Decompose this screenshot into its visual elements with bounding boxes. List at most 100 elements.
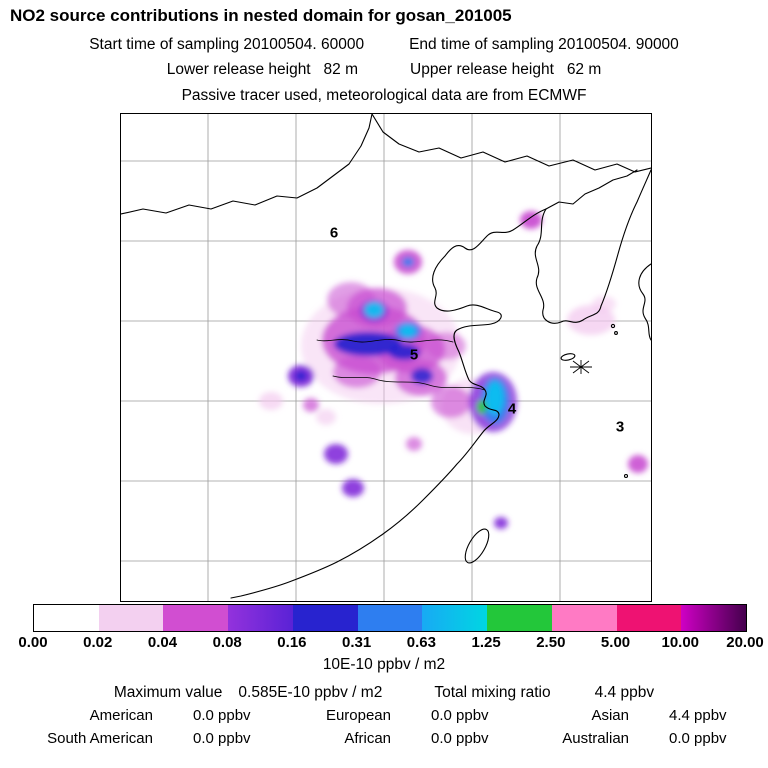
map-region-number: 3 bbox=[615, 418, 625, 436]
colorbar-segment bbox=[681, 605, 747, 631]
region-value: 0.0 ppbv bbox=[193, 707, 251, 724]
plume-blob bbox=[592, 296, 616, 312]
colorbar-segment bbox=[551, 605, 617, 631]
colorbar-units-label: 10E-10 ppbv / m2 bbox=[322, 656, 446, 673]
colorbar-segment bbox=[616, 605, 682, 631]
region-value: 0.0 ppbv bbox=[193, 730, 251, 747]
release-height-line: Lower release height 82 m Upper release … bbox=[0, 61, 768, 79]
plume-blob bbox=[342, 479, 364, 497]
river-yellow bbox=[316, 339, 454, 343]
colorbar-tick-label: 10.00 bbox=[661, 634, 700, 651]
colorbar-tick-label: 20.00 bbox=[726, 634, 764, 651]
plume-blob bbox=[316, 409, 336, 425]
map-panel: 6 5 4 3 bbox=[120, 113, 652, 602]
page-title: NO2 source contributions in nested domai… bbox=[10, 6, 512, 25]
summary-line: Maximum value 0.585E-10 ppbv / m2 Total … bbox=[0, 684, 768, 702]
region-name: South American bbox=[47, 730, 153, 747]
map-region-number: 6 bbox=[329, 224, 339, 242]
plume-blob bbox=[295, 371, 307, 381]
colorbar-segment bbox=[487, 605, 552, 631]
plume-blob bbox=[520, 211, 542, 229]
plume-blob bbox=[333, 356, 381, 388]
sampling-end-text: End time of sampling 20100504. 90000 bbox=[409, 36, 679, 53]
plume-blob bbox=[364, 302, 384, 318]
colorbar-tick-row: 0.00 0.02 0.04 0.08 0.16 0.31 0.63 1.25 2.50 5.00… bbox=[18, 634, 763, 652]
sampling-start-text: Start time of sampling 20100504. 60000 bbox=[89, 36, 365, 53]
island-jeju bbox=[560, 353, 576, 361]
upper-release-text: Upper release height 62 m bbox=[410, 61, 602, 78]
region-name: Australian bbox=[562, 730, 629, 747]
colorbar-tick-label: 0.08 bbox=[212, 634, 242, 651]
plume-blob bbox=[411, 368, 433, 384]
region-name: European bbox=[325, 707, 391, 724]
border-northeast bbox=[371, 114, 651, 173]
colorbar-tick-label: 0.16 bbox=[277, 634, 307, 651]
plume-blob bbox=[400, 325, 416, 337]
colorbar-segment bbox=[98, 605, 164, 631]
region-contribution-cell: South American 0.0 ppbv bbox=[27, 730, 265, 748]
tracer-note-line: Passive tracer used, meteorological data… bbox=[0, 87, 768, 105]
border-northwest bbox=[121, 114, 373, 215]
region-name: Asian bbox=[591, 707, 629, 724]
region-contribution-cell: Asian 4.4 ppbv bbox=[503, 707, 741, 725]
coast-korea bbox=[534, 169, 651, 324]
coast-kyushu bbox=[638, 263, 651, 341]
plume-blob bbox=[486, 381, 504, 415]
plume-blob bbox=[426, 332, 466, 360]
island-small bbox=[623, 473, 629, 479]
colorbar-segment bbox=[422, 605, 488, 631]
river-yangtze bbox=[332, 375, 486, 391]
plume-blob bbox=[402, 257, 414, 267]
colorbar-segment bbox=[292, 605, 358, 631]
tracer-note-text: Passive tracer used, meteorological data… bbox=[181, 87, 587, 104]
plume-blob bbox=[303, 398, 319, 412]
region-value: 4.4 ppbv bbox=[669, 707, 727, 724]
plume-blob bbox=[431, 386, 471, 418]
colorbar-tick-label: 1.25 bbox=[471, 634, 501, 651]
region-contribution-cell: European 0.0 ppbv bbox=[265, 707, 503, 725]
region-value: 0.0 ppbv bbox=[431, 707, 489, 724]
region-contributions-table: American 0.0 ppbv European 0.0 ppbv Asian 4.4… bbox=[0, 707, 768, 748]
region-name: American bbox=[89, 707, 153, 724]
colorbar bbox=[33, 604, 747, 632]
colorbar-segment bbox=[163, 605, 229, 631]
max-value-label: Maximum value bbox=[113, 684, 223, 701]
coastline-layer bbox=[121, 114, 651, 599]
map-region-number: 4 bbox=[507, 400, 517, 418]
total-ratio-label: Total mixing ratio bbox=[434, 684, 551, 701]
region-contribution-cell: American 0.0 ppbv bbox=[27, 707, 265, 725]
plume-blob bbox=[494, 517, 508, 529]
region-name: African bbox=[344, 730, 391, 747]
colorbar-tick-label: 0.00 bbox=[18, 634, 48, 651]
colorbar-tick-label: 0.63 bbox=[406, 634, 436, 651]
plume-blob bbox=[388, 344, 420, 360]
plume-blob bbox=[324, 444, 348, 464]
map-region-number: 5 bbox=[409, 346, 419, 364]
concentration-plume-layer bbox=[259, 211, 648, 529]
plume-blob bbox=[259, 392, 283, 410]
colorbar-segment bbox=[228, 605, 293, 631]
max-value: 0.585E-10 ppbv / m2 bbox=[238, 684, 383, 701]
lower-release-text: Lower release height 82 m bbox=[166, 61, 358, 78]
map-canvas bbox=[121, 114, 651, 601]
border-yalu bbox=[545, 169, 638, 210]
colorbar-tick-label: 5.00 bbox=[600, 634, 631, 651]
plume-blob bbox=[334, 332, 402, 356]
colorbar-tick-label: 0.04 bbox=[147, 634, 178, 651]
colorbar-tick-label: 0.31 bbox=[342, 634, 372, 651]
region-contribution-cell: Australian 0.0 ppbv bbox=[503, 730, 741, 748]
total-ratio-value: 4.4 ppbv bbox=[594, 684, 655, 701]
plume-blob bbox=[567, 305, 615, 335]
colorbar-segment bbox=[357, 605, 423, 631]
island-tsushima bbox=[610, 323, 616, 329]
plume-blob bbox=[628, 455, 648, 473]
coast-china bbox=[230, 208, 547, 599]
island-tsushima-2 bbox=[614, 331, 618, 335]
colorbar-segment bbox=[34, 605, 99, 631]
region-value: 0.0 ppbv bbox=[431, 730, 489, 747]
colorbar-tick-label: 0.02 bbox=[83, 634, 113, 651]
sampling-time-line: Start time of sampling 20100504. 60000 E… bbox=[0, 36, 768, 54]
receptor-star-icon bbox=[570, 360, 592, 374]
island-taiwan bbox=[464, 528, 490, 564]
